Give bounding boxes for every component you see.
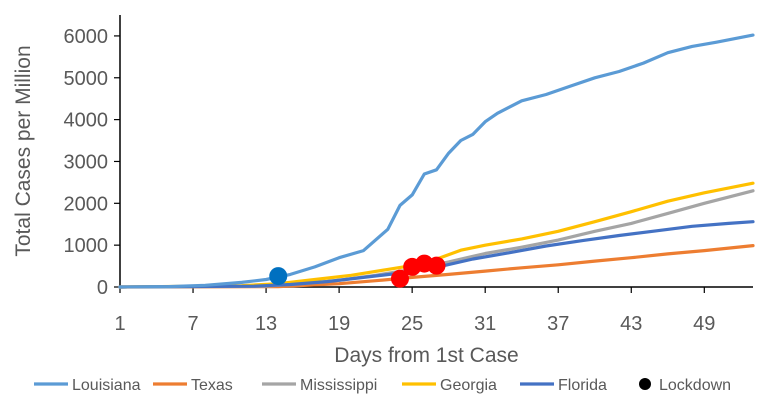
lockdown-point [269,267,288,286]
series-line-texas [118,244,755,289]
y-tick-labels: 0 1000 2000 3000 4000 5000 6000 [64,26,120,299]
legend-label: Texas [191,377,233,394]
legend-label: Lockdown [659,377,731,394]
x-tick-label: 25 [401,313,423,335]
y-axis-title: Total Cases per Million [12,45,35,256]
legend-label: Mississippi [300,377,377,394]
y-tick-label: 4000 [64,110,109,132]
y-tick-label: 5000 [64,68,109,90]
y-tick-label: 3000 [64,151,109,173]
lockdown-point [427,256,446,275]
x-tick-label: 19 [328,313,350,335]
legend: Louisiana Texas Mississippi Georgia Florida L… [34,377,731,394]
x-tick-label: 7 [187,313,198,335]
x-tick-label: 31 [474,313,496,335]
legend-swatch-lockdown [639,378,651,390]
x-tick-labels: 1 7 13 19 25 31 37 43 49 [114,287,715,335]
x-tick-label: 1 [114,313,125,335]
x-tick-label: 43 [620,313,642,335]
series-line-louisiana [118,33,755,289]
y-tick-label: 1000 [64,235,109,257]
legend-label: Louisiana [72,377,141,394]
legend-label: Georgia [440,377,497,394]
series-line-florida [118,220,755,289]
y-tick-label: 0 [97,277,108,299]
lockdown-point [390,269,409,288]
legend-label: Florida [558,377,607,394]
x-tick-label: 13 [255,313,277,335]
lockdown-markers [269,254,446,288]
x-tick-label: 49 [693,313,715,335]
y-tick-label: 2000 [64,193,109,215]
y-tick-label: 6000 [64,26,109,48]
x-tick-label: 37 [547,313,569,335]
series-line-georgia [118,181,755,289]
series-lines [118,33,755,289]
x-axis-title: Days from 1st Case [334,344,518,367]
